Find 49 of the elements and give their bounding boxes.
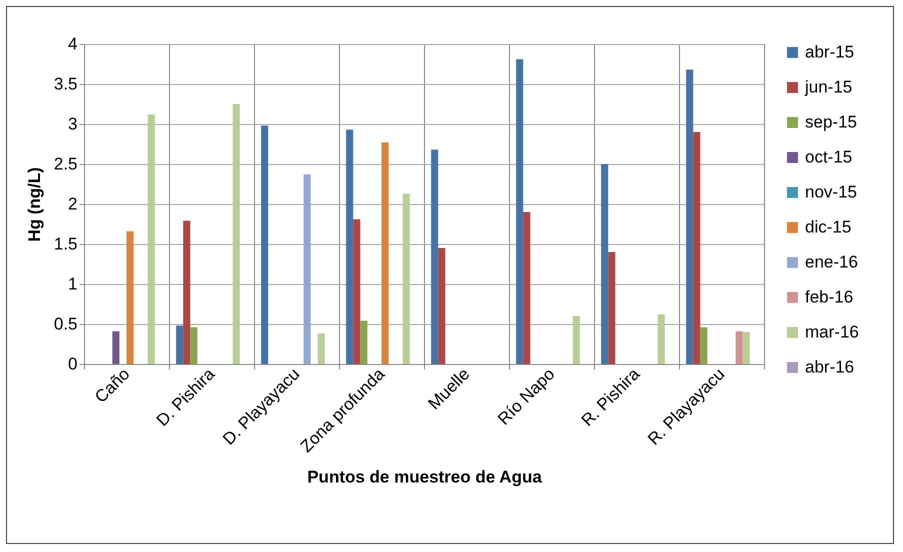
- legend-label: feb-16: [805, 288, 854, 306]
- bar: [176, 326, 184, 364]
- bar: [736, 331, 743, 364]
- legend-label: sep-15: [805, 112, 857, 132]
- bar: [438, 248, 446, 364]
- legend-label: nov-15: [805, 182, 857, 202]
- legend-label: oct-15: [805, 148, 852, 166]
- y-tick-label: 3: [68, 114, 78, 134]
- y-tick-label: 0: [68, 354, 78, 374]
- bar: [232, 104, 240, 364]
- bar: [742, 332, 750, 364]
- bar: [148, 114, 155, 364]
- bar: [261, 126, 268, 364]
- legend-label: abr-16: [805, 358, 854, 376]
- bar: [516, 59, 524, 364]
- bar: [382, 142, 389, 364]
- x-axis-title: Puntos de muestreo de Agua: [307, 467, 542, 486]
- bar: [402, 194, 410, 364]
- legend-label: dic-15: [805, 218, 852, 236]
- bar: [183, 220, 190, 364]
- bar: [700, 327, 708, 364]
- y-tick-label: 2.5: [54, 154, 78, 174]
- legend-label: mar-16: [805, 322, 859, 342]
- bar: [304, 174, 311, 364]
- bar: [353, 219, 360, 364]
- y-axis-title: Hg (ng/L): [24, 167, 44, 242]
- y-tick-label: 3.5: [54, 74, 78, 94]
- bar: [601, 164, 608, 364]
- y-tick-label: 1: [68, 274, 78, 294]
- bar: [360, 320, 368, 364]
- bar: [608, 252, 616, 364]
- bar: [686, 70, 694, 364]
- bar: [693, 132, 700, 364]
- bar: [318, 334, 325, 364]
- bar: [431, 150, 438, 364]
- bar: [523, 212, 530, 364]
- y-tick-label: 1.5: [54, 234, 78, 254]
- bar: [112, 331, 120, 364]
- y-tick-label: 2: [68, 194, 78, 214]
- bar: [572, 316, 580, 364]
- bar: [190, 327, 198, 364]
- bar: [126, 231, 134, 364]
- y-tick-label: 4: [68, 34, 78, 54]
- y-tick-label: 0.5: [54, 314, 78, 334]
- legend-label: abr-15: [805, 42, 854, 62]
- bar: [658, 314, 665, 364]
- bar: [346, 130, 354, 364]
- legend-label: ene-16: [805, 252, 858, 272]
- legend-label: jun-15: [804, 78, 852, 96]
